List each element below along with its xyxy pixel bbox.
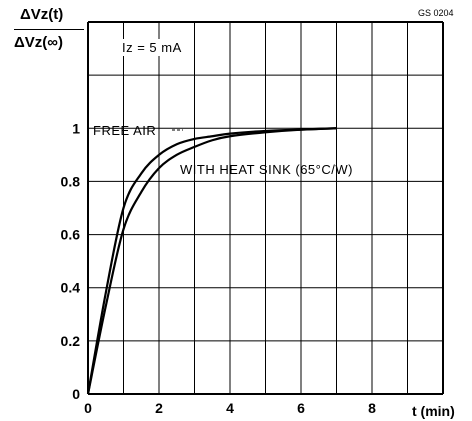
label-background bbox=[120, 39, 184, 56]
x-tick-label: 2 bbox=[155, 400, 163, 416]
y-axis-label-denominator: ΔVz(∞) bbox=[14, 34, 63, 51]
y-axis-label-numerator: ΔVz(t) bbox=[20, 6, 64, 23]
x-tick-label: 6 bbox=[297, 400, 305, 416]
label-background bbox=[416, 7, 456, 19]
y-tick-label: 0.8 bbox=[61, 173, 81, 189]
x-axis-label: t (min) bbox=[412, 403, 455, 419]
label-background bbox=[410, 402, 457, 420]
y-axis-label-fraction-bar bbox=[14, 29, 84, 30]
figure-code: GS 0204 bbox=[418, 8, 454, 18]
series-label-free-air: FREE AIR bbox=[93, 123, 156, 138]
y-tick-label: 1 bbox=[72, 120, 80, 136]
chart-series bbox=[86, 127, 337, 395]
x-tick-label: 8 bbox=[368, 400, 376, 416]
y-tick-label: 0.2 bbox=[61, 333, 81, 349]
x-tick-label: 0 bbox=[84, 400, 92, 416]
y-tick-label: 0 bbox=[72, 386, 80, 402]
series-line-heat-sink bbox=[86, 127, 337, 395]
series-label-heat-sink: WITH HEAT SINK (65°C/W) bbox=[180, 162, 353, 177]
y-tick-label: 0.6 bbox=[61, 227, 81, 243]
chart-ticks: 0 2 4 6 8 0 0.2 0.4 0.6 0.8 1 bbox=[61, 120, 377, 416]
chart-grid bbox=[87, 21, 444, 395]
y-tick-label: 0.4 bbox=[61, 280, 81, 296]
series-line-free-air bbox=[86, 127, 337, 395]
condition-label: Iz = 5 mA bbox=[122, 40, 182, 55]
x-tick-label: 4 bbox=[226, 400, 234, 416]
